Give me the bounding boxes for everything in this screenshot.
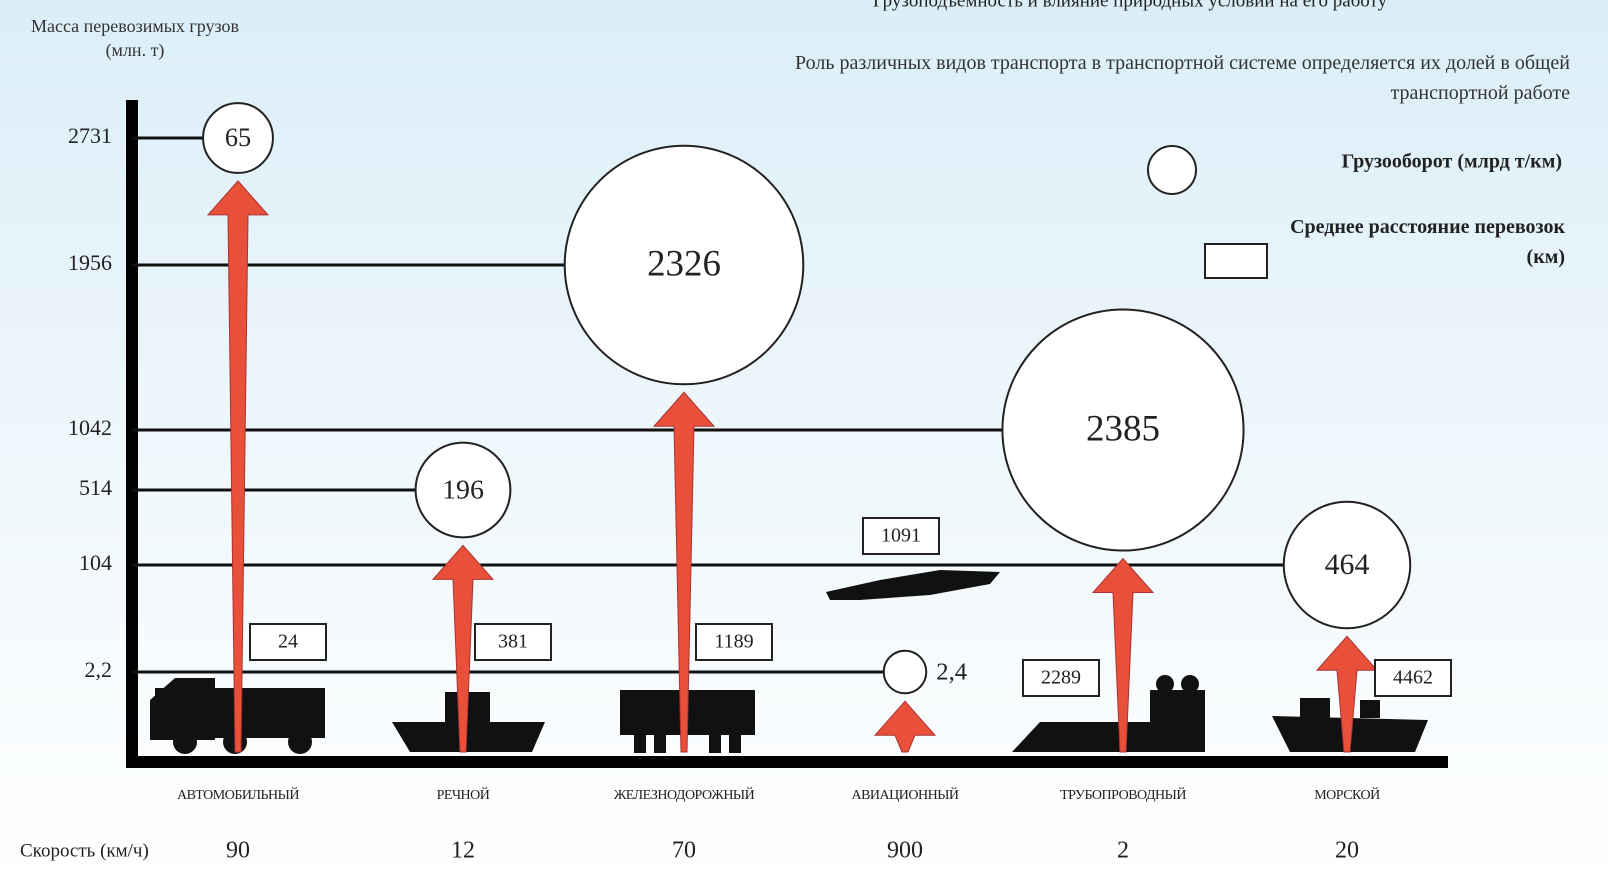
y-tick-label: 104 [79, 550, 112, 575]
vehicle [1156, 675, 1174, 693]
y-tick-label: 1042 [68, 415, 112, 440]
legend-box: Среднее расстояние перевозок (км) [1280, 212, 1565, 282]
vehicle [654, 735, 666, 753]
turnover-label: 2385 [1086, 409, 1160, 450]
vehicle [1181, 675, 1199, 693]
subtitle-box: Роль различных видов транспорта в трансп… [780, 48, 1570, 118]
vehicle [709, 735, 721, 753]
y-axis-label: Масса перевозимых грузов (млн. т) [10, 14, 260, 62]
speed-value: 20 [1335, 838, 1359, 864]
speed-value: 90 [226, 838, 250, 864]
x-tick-label: АВТОМОБИЛЬНЫЙ [177, 786, 299, 803]
arrow [208, 181, 268, 752]
turnover-label: 2326 [647, 242, 721, 283]
x-tick-label: ЖЕЛЕЗНОДОРОЖНЫЙ [614, 786, 755, 803]
chart-title: Грузоподъемность и влияние природных усл… [873, 0, 1388, 11]
y-tick-label: 1956 [68, 250, 112, 275]
speed-value: 2 [1117, 838, 1129, 864]
vehicle [1300, 698, 1330, 718]
subtitle: Роль различных видов транспорта в трансп… [780, 48, 1570, 108]
y-label-box: Масса перевозимых грузов (млн. т) [10, 14, 260, 84]
x-tick-label: ТРУБОПРОВОДНЫЙ [1060, 786, 1186, 803]
distance-label: 381 [498, 631, 528, 653]
vehicle [173, 730, 197, 754]
y-tick-label: 2,2 [85, 657, 113, 682]
vehicle [729, 735, 741, 753]
speed-label: Скорость (км/ч) [20, 840, 149, 861]
x-tick-label: АВИАЦИОННЫЙ [851, 786, 958, 803]
distance-label: 2289 [1041, 667, 1081, 689]
vehicle [1150, 690, 1205, 752]
vehicle [1012, 722, 1150, 752]
turnover-label: 464 [1325, 548, 1370, 581]
legend-label: Грузооборот (млрд т/км) [1342, 151, 1562, 173]
turnover-label: 2,4 [936, 659, 967, 686]
vehicle [634, 735, 646, 753]
turnover-label: 65 [225, 123, 251, 152]
speed-value: 70 [672, 838, 696, 864]
page: Грузоподъемность и влияние природных усл… [0, 0, 1608, 888]
vehicle [826, 570, 1000, 600]
speed-value: 12 [451, 838, 475, 864]
vehicle [288, 730, 312, 754]
y-tick-label: 2731 [68, 123, 112, 148]
distance-label: 1091 [881, 525, 921, 547]
distance-label: 4462 [1393, 667, 1433, 689]
turnover-circle [884, 651, 927, 694]
legend-label: Среднее расстояние перевозок (км) [1280, 212, 1565, 272]
arrow [875, 701, 935, 752]
chart: Грузоподъемность и влияние природных усл… [0, 0, 1608, 888]
vehicle [392, 722, 545, 752]
legend-rect [1205, 244, 1267, 278]
y-tick-label: 514 [79, 475, 112, 500]
x-tick-label: МОРСКОЙ [1314, 786, 1380, 803]
legend-circle [1148, 146, 1196, 194]
distance-label: 24 [278, 631, 298, 653]
speed-value: 900 [887, 838, 923, 864]
distance-label: 1189 [714, 631, 753, 653]
turnover-label: 196 [442, 474, 484, 505]
x-tick-label: РЕЧНОЙ [437, 786, 490, 803]
vehicle [1360, 700, 1380, 718]
